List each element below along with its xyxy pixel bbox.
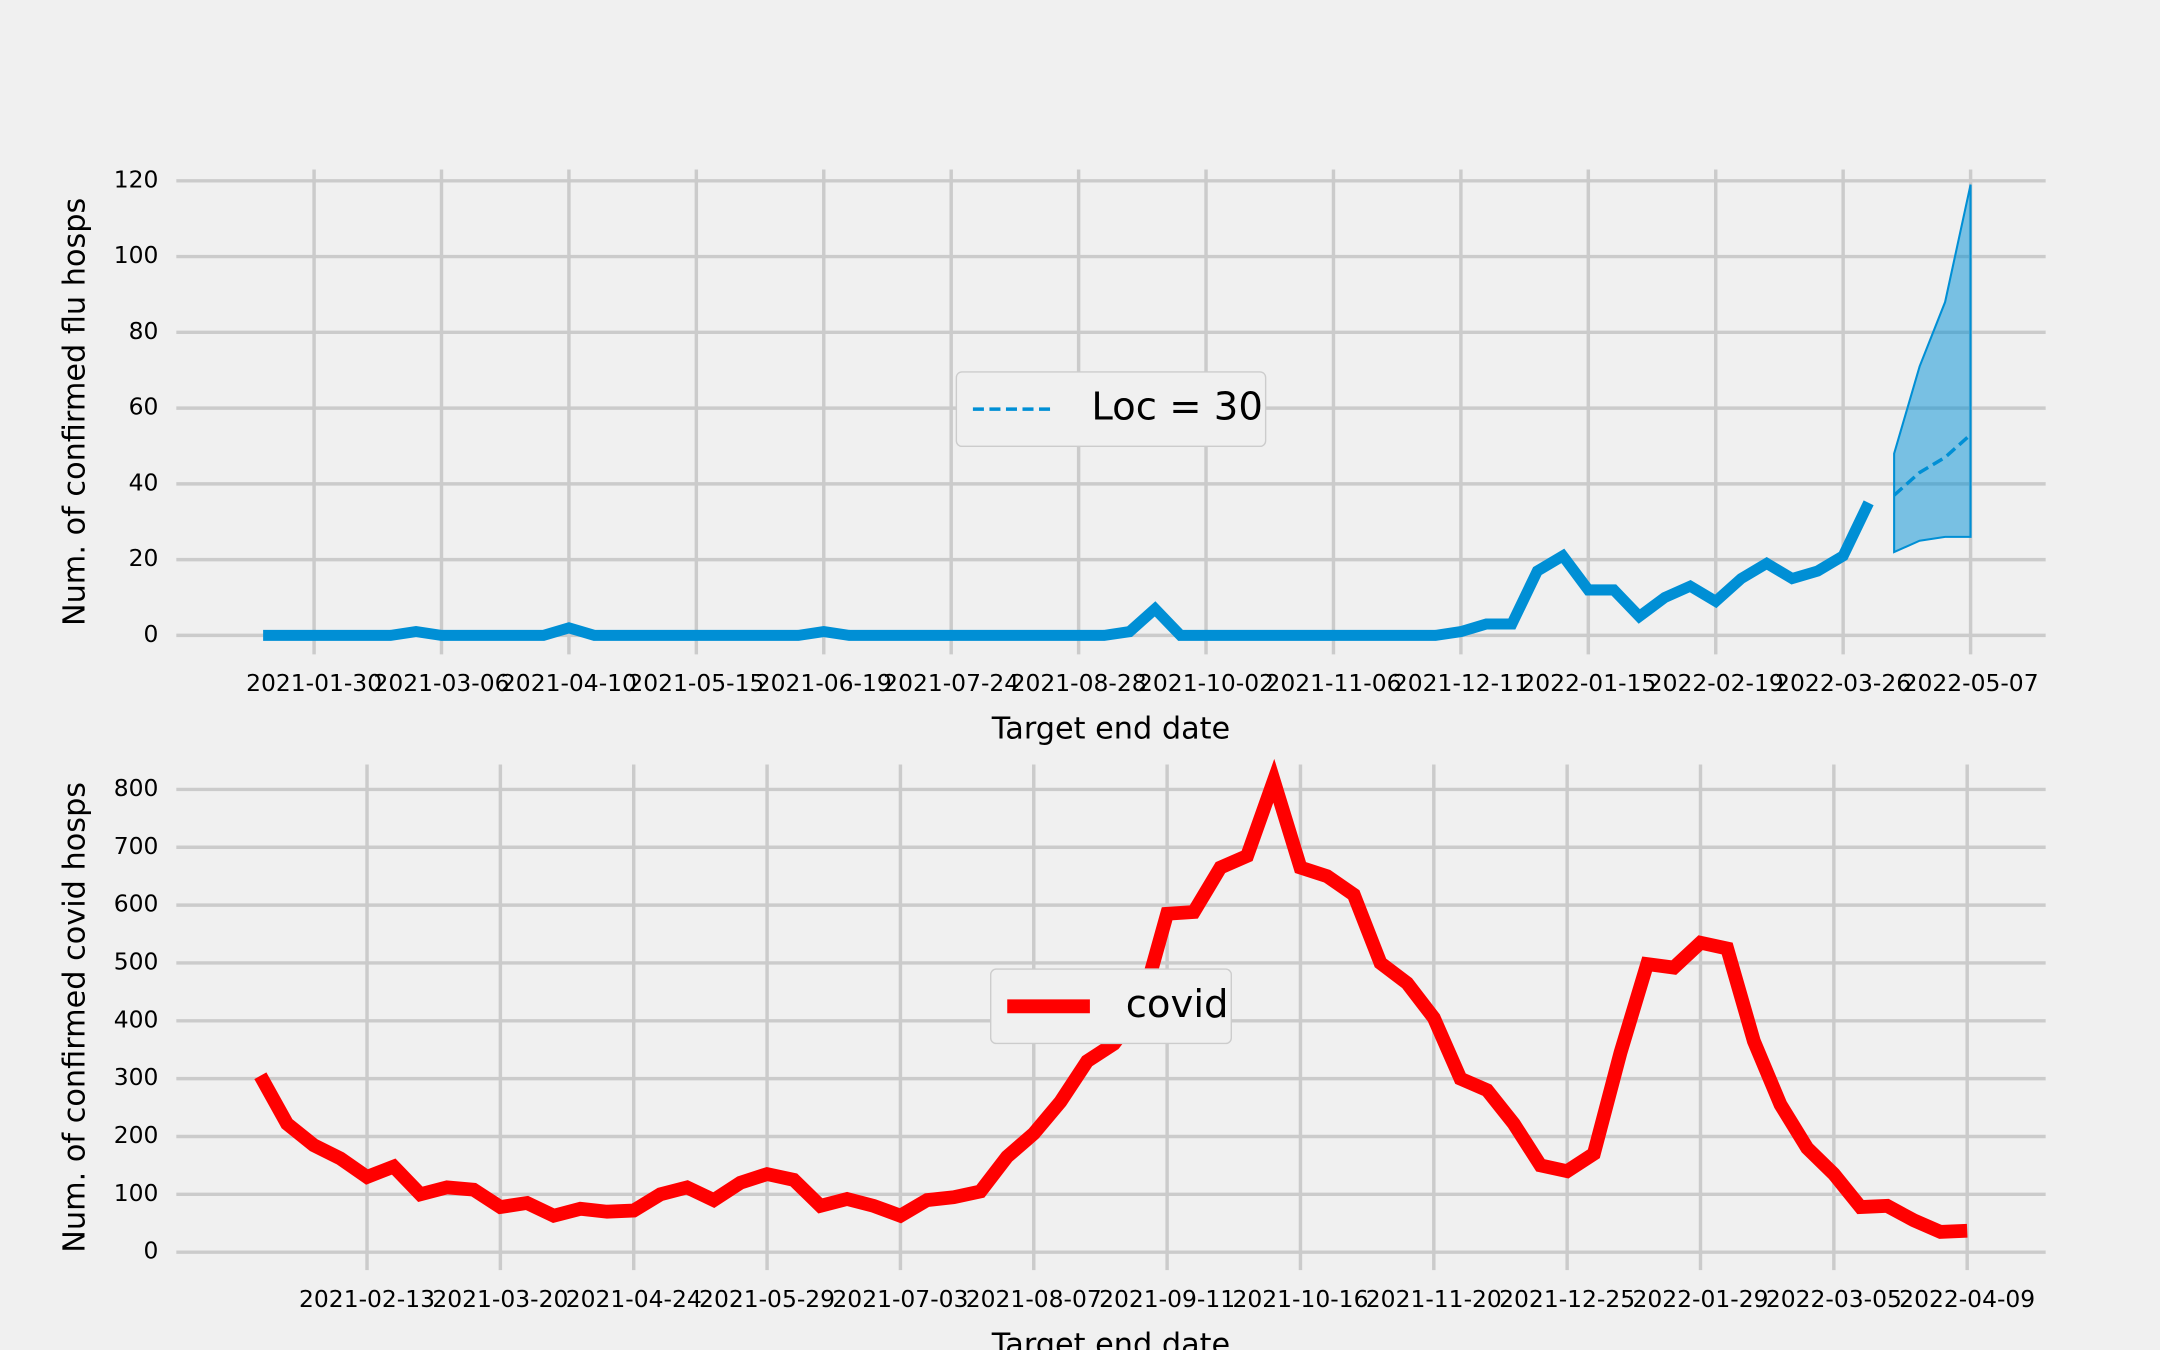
x-tick-label: 2021-05-29 (699, 1285, 835, 1313)
data-line (263, 500, 1874, 641)
interval-band (1893, 184, 1972, 554)
y-tick-label: 400 (114, 1005, 159, 1033)
x-tick-label: 2021-02-13 (299, 1285, 435, 1313)
x-tick-label: 2021-07-03 (832, 1285, 968, 1313)
y-tick-label: 700 (114, 832, 159, 860)
legend-label: covid (1126, 982, 1229, 1027)
y-tick-label: 80 (129, 317, 159, 345)
x-tick-label: 2021-06-19 (756, 669, 892, 697)
y-tick-label: 500 (114, 947, 159, 975)
x-tick-label: 2022-03-26 (1775, 669, 1911, 697)
x-tick-label: 2021-05-15 (628, 669, 764, 697)
x-tick-label: 2021-10-02 (1138, 669, 1274, 697)
x-tick-label: 2021-08-07 (966, 1285, 1102, 1313)
x-tick-label: 2022-01-15 (1520, 669, 1656, 697)
x-tick-label: 2021-04-24 (566, 1285, 702, 1313)
legend-box (990, 968, 1232, 1045)
x-tick-label: 2021-04-10 (501, 669, 637, 697)
x-tick-label: 2021-12-11 (1393, 669, 1529, 697)
forecast-line (1892, 433, 1972, 497)
x-tick-label: 2021-11-20 (1366, 1285, 1502, 1313)
y-tick-label: 0 (144, 620, 159, 648)
y-axis-label: Num. of confirmed covid hosps (57, 782, 92, 1253)
x-tick-label: 2021-07-24 (883, 669, 1019, 697)
x-tick-label: 2022-04-09 (1899, 1285, 2035, 1313)
y-tick-label: 600 (114, 890, 159, 918)
x-axis-label: Target end date (991, 712, 1230, 747)
x-tick-label: 2022-01-29 (1632, 1285, 1768, 1313)
y-tick-label: 100 (114, 1179, 159, 1207)
x-tick-label: 2021-09-11 (1099, 1285, 1235, 1313)
x-tick-label: 2021-03-20 (432, 1285, 568, 1313)
y-tick-label: 0 (144, 1237, 159, 1265)
y-tick-label: 100 (114, 241, 159, 269)
x-tick-label: 2021-10-16 (1232, 1285, 1368, 1313)
x-tick-label: 2022-05-07 (1903, 669, 2039, 697)
y-tick-label: 60 (129, 393, 159, 421)
x-tick-label: 2021-01-30 (246, 669, 382, 697)
y-tick-label: 120 (114, 165, 159, 193)
y-axis-label: Num. of confirmed flu hosps (57, 198, 92, 626)
x-tick-label: 2022-03-05 (1766, 1285, 1902, 1313)
y-tick-label: 40 (129, 468, 159, 496)
legend-box (955, 371, 1267, 448)
x-tick-label: 2021-12-25 (1499, 1285, 1635, 1313)
x-tick-label: 2021-11-06 (1265, 669, 1401, 697)
y-tick-label: 800 (114, 774, 159, 802)
legend-label: Loc = 30 (1091, 385, 1263, 430)
y-tick-label: 300 (114, 1063, 159, 1091)
legend: Loc = 30 (955, 371, 1267, 448)
x-tick-label: 2022-02-19 (1648, 669, 1784, 697)
y-tick-label: 20 (129, 544, 159, 572)
y-tick-label: 200 (114, 1121, 159, 1149)
x-tick-label: 2021-08-28 (1011, 669, 1147, 697)
x-tick-label: 2021-03-06 (373, 669, 509, 697)
legend: covid (990, 968, 1232, 1045)
x-axis-label: Target end date (991, 1327, 1230, 1350)
